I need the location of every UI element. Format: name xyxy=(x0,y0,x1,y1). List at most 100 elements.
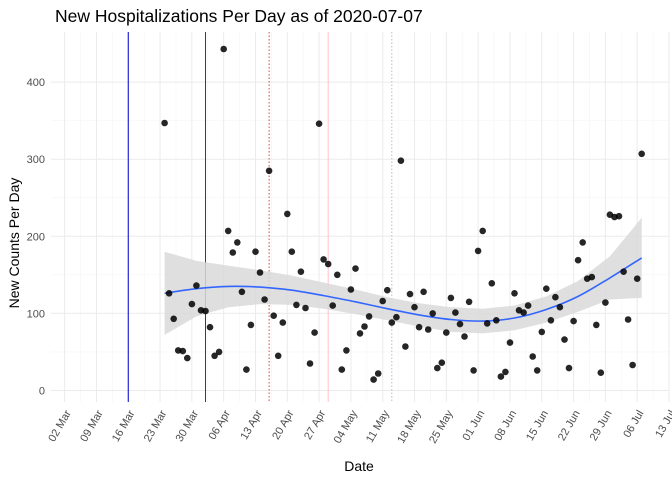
data-point xyxy=(456,320,464,328)
data-point xyxy=(402,343,409,350)
smooth-line-group xyxy=(164,257,643,322)
x-tick-label: 30 Mar xyxy=(174,408,202,444)
chart-title: New Hospitalizations Per Day as of 2020-… xyxy=(55,6,423,26)
data-point xyxy=(365,313,373,320)
x-tick-label: 08 Jun xyxy=(492,408,519,443)
data-point xyxy=(529,353,536,360)
x-tick-label: 25 May xyxy=(427,408,456,446)
x-tick-label: 01 Jun xyxy=(460,408,487,443)
data-point xyxy=(206,323,214,331)
x-tick-label: 22 Jun xyxy=(556,408,583,443)
data-point xyxy=(524,302,532,309)
x-tick-label: 13 Jul xyxy=(653,408,672,439)
data-point xyxy=(334,271,341,279)
x-tick-label: 02 Mar xyxy=(46,408,74,444)
data-point xyxy=(356,330,364,337)
reference-lines xyxy=(127,32,393,402)
data-point xyxy=(502,368,509,376)
data-point xyxy=(202,307,209,315)
x-tick-label: 20 Apr xyxy=(270,408,296,442)
data-point xyxy=(161,119,168,127)
grid-minor xyxy=(51,32,669,402)
grid-major xyxy=(51,32,670,402)
data-point xyxy=(406,290,414,298)
data-point xyxy=(429,310,437,317)
data-point xyxy=(384,286,391,294)
data-point xyxy=(397,157,405,164)
data-point xyxy=(615,212,623,220)
data-point xyxy=(338,366,346,373)
y-tick-label: 0 xyxy=(39,385,45,397)
data-point xyxy=(461,333,468,340)
data-point xyxy=(265,167,273,175)
y-tick-label: 400 xyxy=(27,77,45,89)
data-point xyxy=(320,256,327,263)
data-point xyxy=(602,299,609,306)
data-point xyxy=(597,369,605,377)
x-tick-label: 06 Jul xyxy=(621,408,646,439)
data-point xyxy=(306,360,314,367)
data-point xyxy=(497,373,505,380)
y-tick-label: 300 xyxy=(27,154,45,166)
data-point xyxy=(411,303,418,311)
data-point xyxy=(479,227,487,235)
points-group xyxy=(161,45,645,383)
x-tick-label: 09 Mar xyxy=(78,408,106,444)
data-point xyxy=(593,321,600,329)
data-point xyxy=(252,248,259,255)
data-point xyxy=(234,239,241,246)
data-point xyxy=(229,249,237,256)
x-tick-label: 18 May xyxy=(395,408,424,446)
data-point xyxy=(574,256,582,264)
data-point xyxy=(565,364,573,372)
y-axis-title: New Counts Per Day xyxy=(6,178,22,309)
data-point xyxy=(324,260,332,268)
data-point xyxy=(629,361,636,369)
y-axis-ticks: 0 100 200 300 400 xyxy=(27,77,45,397)
data-point xyxy=(247,321,255,329)
data-point xyxy=(343,347,350,354)
data-point xyxy=(165,290,173,297)
x-axis-title: Date xyxy=(344,458,374,474)
data-point xyxy=(361,323,368,330)
data-point xyxy=(465,298,473,306)
plot-panel xyxy=(51,32,670,402)
x-tick-label: 04 May xyxy=(332,408,361,446)
y-tick-label: 200 xyxy=(27,231,45,243)
x-tick-label: 15 Jun xyxy=(524,408,551,443)
data-point xyxy=(520,309,527,316)
data-point xyxy=(579,239,586,246)
x-tick-label: 23 Mar xyxy=(142,408,170,444)
smooth-line xyxy=(164,257,643,322)
data-point xyxy=(311,329,318,336)
confidence-ribbon-group xyxy=(164,217,642,335)
data-point xyxy=(556,303,564,311)
data-point xyxy=(370,376,377,383)
x-tick-label: 11 May xyxy=(364,408,392,445)
data-point xyxy=(547,317,555,324)
data-point xyxy=(243,366,250,373)
data-point xyxy=(393,313,400,321)
data-point xyxy=(474,247,482,255)
data-point xyxy=(511,290,518,297)
data-point xyxy=(561,336,568,343)
data-point xyxy=(424,326,432,333)
data-point xyxy=(570,317,577,325)
data-point xyxy=(533,367,541,374)
data-point xyxy=(329,302,337,309)
data-point xyxy=(193,282,200,289)
data-point xyxy=(538,328,546,336)
data-point xyxy=(488,280,496,287)
x-tick-label: 13 Apr xyxy=(238,408,264,442)
data-point xyxy=(256,269,264,276)
data-point xyxy=(347,286,355,293)
data-point xyxy=(352,265,359,272)
x-tick-label: 16 Mar xyxy=(110,408,138,444)
data-point xyxy=(315,120,323,127)
data-point xyxy=(415,323,423,331)
data-point xyxy=(279,319,287,326)
data-point xyxy=(302,304,309,312)
data-point xyxy=(447,294,455,302)
x-tick-label: 27 Apr xyxy=(302,408,328,442)
